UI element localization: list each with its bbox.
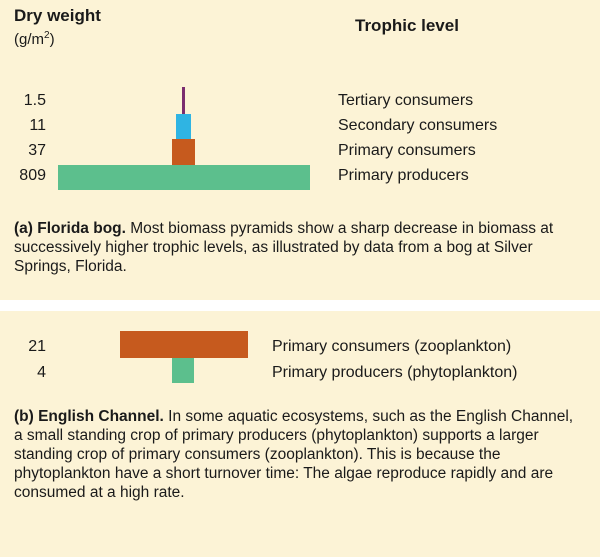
value-phytoplankton: 4 [37, 364, 46, 381]
value-primary-producers: 809 [19, 167, 46, 184]
bar-phytoplankton [172, 358, 194, 383]
trophic-level-header: Trophic level [355, 16, 459, 35]
level-zooplankton: Primary consumers (zooplankton) [272, 338, 512, 355]
level-tertiary-consumers: Tertiary consumers [338, 92, 474, 109]
value-tertiary: 1.5 [23, 92, 46, 109]
value-secondary: 11 [29, 117, 46, 134]
caption-english-channel: (b) English Channel. In some aquatic eco… [14, 408, 574, 501]
dry-weight-unit: (g/m2) [14, 30, 55, 48]
level-phytoplankton: Primary producers (phytoplankton) [272, 364, 518, 381]
bar-primary-producers [58, 165, 310, 190]
value-zooplankton: 21 [28, 338, 46, 355]
bar-tertiary-consumers [182, 87, 185, 114]
level-primary-consumers: Primary consumers [338, 142, 476, 159]
panel-florida-bog: Dry weight (g/m2) Trophic level 1.5 11 3… [0, 0, 600, 300]
level-secondary-consumers: Secondary consumers [338, 117, 498, 134]
dry-weight-header: Dry weight [14, 6, 101, 25]
level-primary-producers: Primary producers [338, 167, 469, 184]
value-primary-consumers: 37 [28, 142, 46, 159]
panel-english-channel: 21 4 Primary consumers (zooplankton) Pri… [0, 311, 600, 557]
bar-zooplankton [120, 331, 248, 358]
bar-secondary-consumers [176, 114, 191, 139]
caption-florida-bog: (a) Florida bog. Most biomass pyramids s… [14, 220, 554, 275]
bar-primary-consumers [172, 139, 195, 165]
